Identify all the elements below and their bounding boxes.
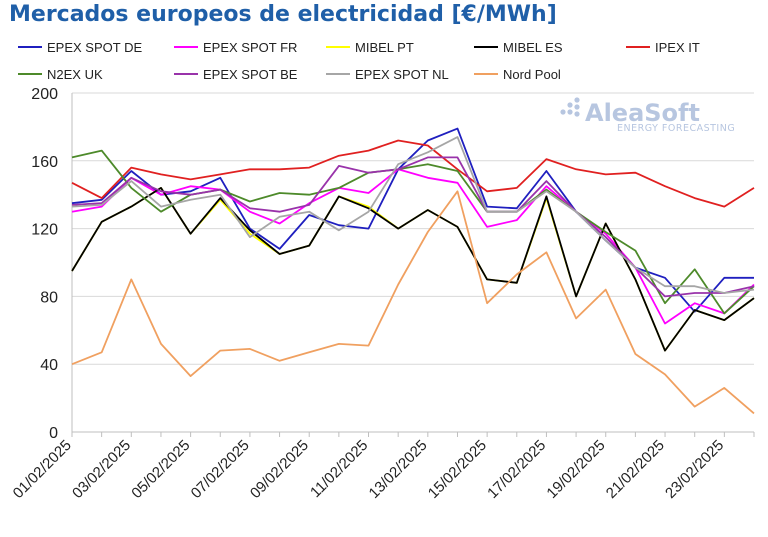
series-line-mibel-pt: [71, 186, 755, 352]
legend-label-mibel-pt: MIBEL PT: [355, 40, 414, 55]
legend-label-epex-spot-nl: EPEX SPOT NL: [355, 67, 449, 82]
series-line-n2ex-uk: [71, 149, 755, 315]
x-tick-label: 17/02/2025: [484, 437, 549, 502]
x-tick-label: 09/02/2025: [247, 437, 312, 502]
axes: [71, 93, 755, 437]
series-lines: [71, 127, 755, 415]
logo-tagline: ENERGY FORECASTING: [617, 123, 735, 134]
x-tick-label: 03/02/2025: [69, 437, 134, 502]
legend: EPEX SPOT DE EPEX SPOT FR MIBEL PT MIBEL ES…: [18, 40, 700, 82]
series-line-epex-spot-nl: [71, 136, 755, 294]
x-tick-labels: 01/02/202503/02/202505/02/202507/02/2025…: [10, 437, 727, 502]
series-line-ipex-it: [71, 139, 755, 208]
y-tick-label: 200: [31, 86, 58, 103]
series-line-epex-spot-de: [71, 127, 754, 313]
legend-label-epex-spot-be: EPEX SPOT BE: [203, 67, 298, 82]
legend-label-epex-spot-fr: EPEX SPOT FR: [203, 40, 297, 55]
y-tick-label: 0: [49, 425, 58, 442]
y-tick-labels: 0 40 80 120 160 200: [31, 86, 58, 442]
x-tick-label: 01/02/2025: [10, 437, 75, 502]
legend-label-epex-spot-de: EPEX SPOT DE: [47, 40, 142, 55]
x-tick-label: 19/02/2025: [543, 437, 608, 502]
x-tick-label: 21/02/2025: [603, 437, 668, 502]
x-tick-label: 15/02/2025: [425, 437, 490, 502]
y-tick-label: 40: [40, 357, 58, 374]
legend-label-ipex-it: IPEX IT: [655, 40, 700, 55]
logo-text: AleaSoft: [585, 99, 700, 127]
x-tick-label: 05/02/2025: [128, 437, 193, 502]
legend-label-mibel-es: MIBEL ES: [503, 40, 563, 55]
series-line-nord-pool: [71, 190, 755, 415]
series-line-epex-spot-fr: [71, 168, 755, 325]
x-tick-label: 23/02/2025: [662, 437, 727, 502]
series-line-epex-spot-be: [71, 156, 755, 298]
x-tick-label: 07/02/2025: [188, 437, 253, 502]
aleasoft-logo: AleaSoft ENERGY FORECASTING: [560, 97, 735, 134]
x-tick-label: 11/02/2025: [307, 437, 371, 501]
legend-label-nord-pool: Nord Pool: [503, 67, 561, 82]
y-tick-label: 120: [31, 222, 58, 239]
series-line-mibel-es: [71, 186, 755, 352]
x-tick-label: 13/02/2025: [366, 437, 431, 502]
y-tick-label: 80: [40, 289, 58, 306]
chart-title: Mercados europeos de electricidad [€/MWh…: [9, 2, 557, 27]
y-tick-label: 160: [31, 154, 58, 171]
legend-label-n2ex-uk: N2EX UK: [47, 67, 103, 82]
